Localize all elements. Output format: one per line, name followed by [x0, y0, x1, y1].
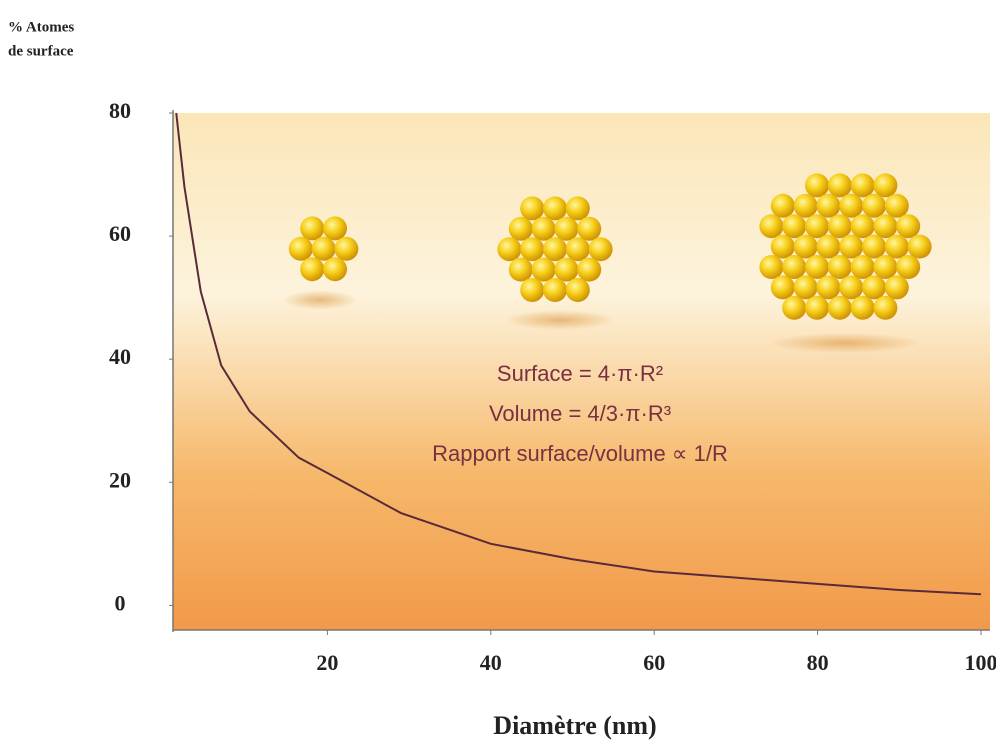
atom [885, 235, 909, 259]
atom [771, 275, 795, 299]
atom [300, 216, 324, 240]
x-tick-label: 20 [316, 650, 338, 675]
atom [566, 278, 590, 302]
atom [794, 194, 818, 218]
atom [509, 217, 533, 241]
atom [543, 237, 567, 261]
atom [759, 255, 783, 279]
cluster-shadow [504, 310, 616, 330]
atom [862, 194, 886, 218]
atom [862, 275, 886, 299]
atom [794, 235, 818, 259]
atom [577, 217, 601, 241]
atom [851, 296, 875, 320]
atom [334, 237, 358, 261]
atom [816, 235, 840, 259]
x-axis-label: Diamètre (nm) [493, 711, 656, 740]
atom [509, 258, 533, 282]
atom [520, 278, 544, 302]
atom [805, 255, 829, 279]
atom [543, 278, 567, 302]
atom [532, 258, 556, 282]
y-tick-label: 60 [109, 221, 131, 246]
atom [794, 275, 818, 299]
atom [828, 173, 852, 197]
atom [532, 217, 556, 241]
y-tick-label: 40 [109, 344, 131, 369]
atom [851, 255, 875, 279]
atom [554, 217, 578, 241]
chart: % Atomes de surface Diamètre (nm) Surfac… [0, 0, 996, 748]
atom [873, 173, 897, 197]
annotation: Volume = 4/3·π·R³ [489, 401, 671, 426]
y-tick-label: 0 [115, 590, 126, 615]
atom [566, 196, 590, 220]
x-tick-label: 40 [480, 650, 502, 675]
atom [300, 257, 324, 281]
atom [782, 296, 806, 320]
atom [885, 275, 909, 299]
y-axis-label: % Atomes [8, 19, 74, 35]
atom [771, 194, 795, 218]
atom [323, 216, 347, 240]
atom [828, 296, 852, 320]
atom [323, 257, 347, 281]
atom [782, 214, 806, 238]
atom [885, 194, 909, 218]
atom [873, 255, 897, 279]
atom [520, 196, 544, 220]
atom [566, 237, 590, 261]
atom [896, 214, 920, 238]
atom [771, 235, 795, 259]
atom [543, 196, 567, 220]
atom [554, 258, 578, 282]
y-tick-label: 20 [109, 467, 131, 492]
x-tick-label: 100 [965, 650, 996, 675]
atom [782, 255, 806, 279]
y-tick-label: 80 [109, 98, 131, 123]
atom [805, 296, 829, 320]
atom [862, 235, 886, 259]
atom [577, 258, 601, 282]
x-tick-label: 80 [807, 650, 829, 675]
atom [896, 255, 920, 279]
atom [851, 214, 875, 238]
atom [312, 237, 336, 261]
atom [289, 237, 313, 261]
y-axis-label: de surface [8, 43, 74, 59]
atom [759, 214, 783, 238]
annotation: Rapport surface/volume ∝ 1/R [432, 441, 728, 466]
cluster-shadow [769, 333, 922, 353]
atom [851, 173, 875, 197]
atom [805, 173, 829, 197]
atom [520, 237, 544, 261]
annotation: Surface = 4·π·R² [497, 361, 663, 386]
atom [816, 194, 840, 218]
atom [839, 235, 863, 259]
atom [873, 296, 897, 320]
atom [873, 214, 897, 238]
atom [839, 194, 863, 218]
atom [828, 255, 852, 279]
atom [839, 275, 863, 299]
x-tick-label: 60 [643, 650, 665, 675]
atom [828, 214, 852, 238]
cluster-shadow [282, 290, 358, 310]
atom [908, 235, 932, 259]
atom [497, 237, 521, 261]
atom [805, 214, 829, 238]
atom [589, 237, 613, 261]
atom [816, 275, 840, 299]
